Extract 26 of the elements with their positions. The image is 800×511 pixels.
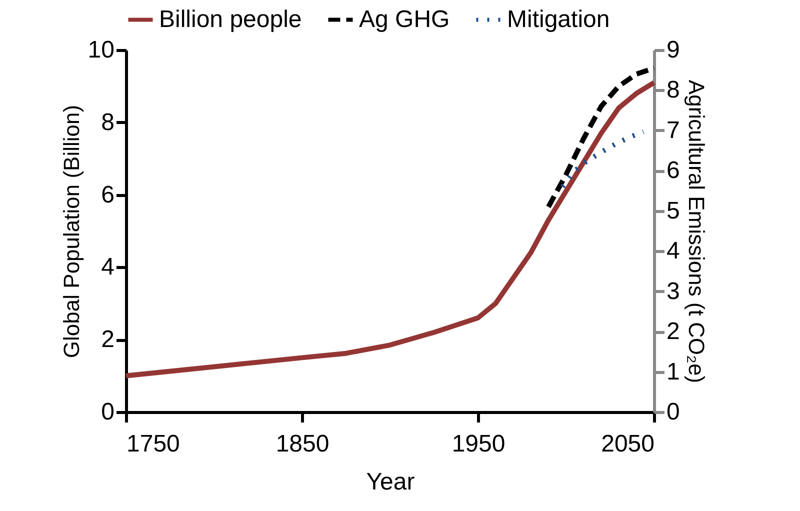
y2-tick-label: 1 — [666, 358, 680, 386]
y2-tick-label: 2 — [666, 318, 680, 346]
legend-label: Billion people — [159, 6, 302, 33]
x-tick-label: 1950 — [452, 430, 506, 458]
y2-tick-label: 3 — [666, 278, 680, 305]
legend-label: Ag GHG — [359, 6, 450, 33]
y-tick-label: 10 — [88, 36, 114, 64]
x-axis-title: Year — [366, 468, 415, 496]
y-tick-label: 4 — [101, 254, 114, 281]
y2-tick-label: 0 — [666, 398, 680, 426]
y2-tick-label: 5 — [666, 197, 680, 224]
y-tick-label: 8 — [101, 108, 114, 136]
x-tick-label: 2050 — [601, 430, 654, 458]
legend-label: Mitigation — [507, 6, 610, 33]
x-tick-label: 1850 — [276, 430, 330, 458]
y-tick-label: 2 — [101, 326, 114, 354]
y2-tick-label: 7 — [666, 116, 680, 144]
y-axis-title: Global Population (Billion) — [58, 104, 84, 358]
x-tick-label: 1750 — [126, 430, 180, 458]
y-tick-label: 6 — [101, 181, 114, 208]
y2-tick-label: 9 — [666, 36, 680, 64]
y2-tick-label: 6 — [666, 157, 680, 184]
y2-tick-label: 8 — [666, 76, 680, 104]
y2-axis-title: Agricultural Emissions (t CO₂e) — [684, 80, 709, 384]
y2-tick-label: 4 — [666, 238, 680, 265]
y-tick-label: 0 — [101, 398, 114, 426]
